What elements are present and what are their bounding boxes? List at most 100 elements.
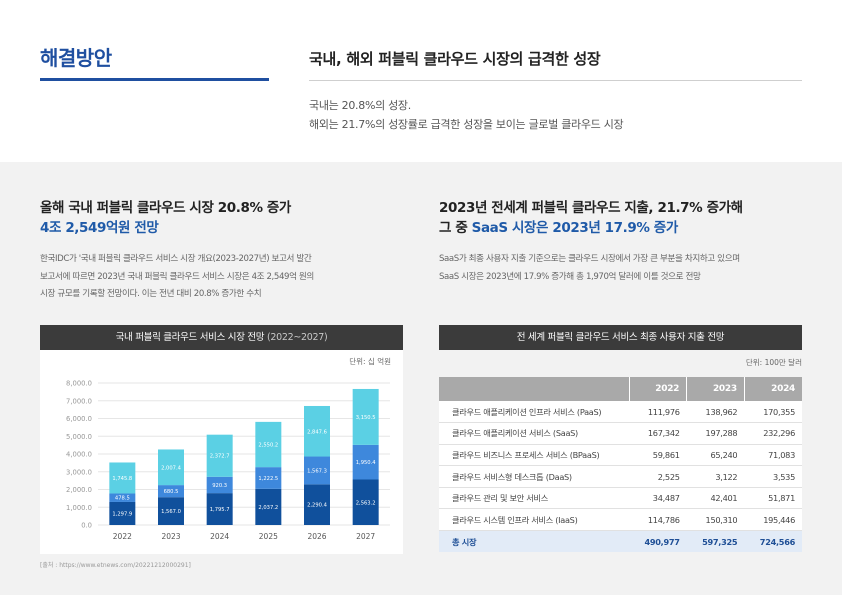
y-tick-label: 7,000.0 (66, 397, 92, 405)
bar-segment (352, 388, 379, 445)
left-title: 올해 국내 퍼블릭 클라우드 시장 20.8% 증가 4조 2,549억원 전망 (40, 198, 291, 238)
market-bar-chart: 0.0 1,000.0 2,000.0 3,000.0 4,000.0 5,000.0 6,… (66, 380, 390, 541)
table-cell: 150,310 (686, 508, 745, 532)
table-cell: 34,487 (629, 487, 687, 510)
bar-segment (206, 434, 233, 477)
headline-divider (309, 80, 802, 81)
data-label: 1,795.7 (210, 507, 230, 513)
table-cell: 클라우드 비즈니스 프로세스 서비스 (BPaaS) (439, 444, 629, 467)
bar-segment (255, 488, 282, 525)
chart-unit: 단위: 십 억원 (349, 357, 391, 366)
table-cell: 2,525 (629, 465, 687, 488)
x-tick-label: 2027 (356, 532, 375, 541)
y-tick-label: 0.0 (81, 522, 92, 530)
right-title-line-1: 2023년 전세계 퍼블릭 클라우드 지출, 21.7% 증가해 (439, 200, 743, 216)
table-col-header (439, 377, 629, 401)
y-tick-label: 8,000.0 (66, 380, 92, 388)
page-headline: 국내, 해외 퍼블릭 클라우드 시장의 급격한 성장 (309, 50, 601, 68)
table-cell: 3,535 (744, 465, 802, 488)
chart-header: 국내 퍼블릭 클라우드 서비스 시장 전망 (2022~2027) (40, 325, 403, 350)
top-section: 해결방안 국내, 해외 퍼블릭 클라우드 시장의 급격한 성장 국내는 20.8… (0, 0, 842, 162)
table-cell: 클라우드 관리 및 보안 서비스 (439, 487, 629, 510)
table-cell: 195,446 (744, 508, 802, 532)
bar-segment (158, 485, 184, 498)
right-title: 2023년 전세계 퍼블릭 클라우드 지출, 21.7% 증가해 그 중 Saa… (439, 198, 743, 238)
table-cell: 클라우드 서비스형 데스크톱 (DaaS) (439, 465, 629, 488)
chart-panel: 단위: 십 억원 0.0 1,000.0 2,000.0 3,000.0 4,000.0… (40, 350, 403, 554)
table-total-row: 총 시장 490,977 597,325 724,566 (439, 530, 802, 553)
bar-segment (255, 421, 282, 468)
bar-segment (255, 467, 282, 489)
data-label: 1,745.8 (112, 476, 132, 482)
bar-segment (109, 493, 136, 502)
y-tick-label: 3,000.0 (66, 468, 92, 476)
data-label: 2,550.2 (258, 443, 278, 449)
bar-segment (109, 501, 136, 525)
table-cell: 138,962 (686, 401, 745, 424)
table-row: 클라우드 서비스형 데스크톱 (DaaS) 2,525 3,122 3,535 (439, 465, 802, 488)
bar-segment (304, 484, 330, 525)
table-row: 클라우드 애플리케이션 인프라 서비스 (PaaS) 111,976 138,9… (439, 401, 802, 424)
table-cell: 490,977 (629, 530, 687, 553)
bar-segment (206, 493, 233, 525)
table-header-bar: 전 세계 퍼블릭 클라우드 서비스 최종 사용자 지출 전망 (439, 325, 802, 350)
data-label: 3,150.5 (356, 415, 376, 421)
table-cell: 111,976 (629, 401, 687, 424)
right-desc-line-1: SaaS가 최종 사용자 지출 기준으로는 클라우드 시장에서 가장 큰 부분을… (439, 254, 740, 264)
x-tick-label: 2022 (113, 532, 132, 541)
data-label: 2,037.2 (258, 505, 278, 511)
table-header-title: 전 세계 퍼블릭 클라우드 서비스 최종 사용자 지출 전망 (516, 332, 725, 343)
table-cell: 170,355 (744, 401, 802, 424)
data-label: 2,290.4 (307, 503, 327, 509)
left-description: 한국IDC가 '국내 퍼블릭 클라우드 서비스 시장 개요(2023-2027년… (40, 251, 314, 304)
data-label: 2,007.4 (161, 465, 181, 471)
table-cell: 232,296 (744, 422, 802, 445)
left-desc-line-3: 시장 규모를 기록할 전망이다. 이는 전년 대비 20.8% 증가한 수치 (40, 289, 262, 299)
x-tick-label: 2025 (259, 532, 278, 541)
data-label: 1,222.5 (258, 476, 278, 482)
data-label: 478.5 (115, 496, 130, 502)
data-label: 1,950.4 (356, 460, 376, 466)
chart-header-range: (2022~2027) (266, 332, 328, 343)
right-description: SaaS가 최종 사용자 지출 기준으로는 클라우드 시장에서 가장 큰 부분을… (439, 251, 740, 286)
table-cell: 59,861 (629, 444, 687, 467)
left-desc-line-1: 한국IDC가 '국내 퍼블릭 클라우드 서비스 시장 개요(2023-2027년… (40, 254, 312, 264)
data-label: 2,847.6 (307, 429, 327, 435)
bar-segment (158, 497, 184, 525)
intro-line-2: 해외는 21.7%의 성장률로 급격한 성장을 보이는 글로벌 클라우드 시장 (309, 118, 624, 131)
x-tick-label: 2023 (161, 532, 180, 541)
y-tick-label: 5,000.0 (66, 433, 92, 441)
y-tick-label: 1,000.0 (66, 504, 92, 512)
table-row: 클라우드 관리 및 보안 서비스 34,487 42,401 51,871 (439, 487, 802, 510)
data-label: 680.5 (164, 489, 179, 495)
table-cell: 클라우드 애플리케이션 서비스 (SaaS) (439, 422, 629, 445)
table-head-row: 2022 2023 2024 (439, 377, 802, 401)
left-desc-line-2: 보고서에 따르면 2023년 국내 퍼블릭 클라우드 서비스 시장은 4조 2,… (40, 271, 314, 282)
table-cell: 51,871 (744, 487, 802, 510)
data-label: 2,563.2 (356, 500, 376, 506)
bar-segment (109, 462, 136, 494)
data-label: 1,567.0 (161, 509, 181, 515)
table-cell: 114,786 (629, 508, 687, 532)
table-cell: 총 시장 (439, 530, 629, 553)
table-col-header: 2023 (686, 377, 745, 401)
right-title-highlight: SaaS 시장은 2023년 17.9% 증가 (471, 220, 679, 236)
bar-segment (206, 476, 233, 494)
right-title-prefix: 그 중 (439, 220, 472, 236)
table-cell: 197,288 (686, 422, 745, 445)
table-row: 클라우드 시스템 인프라 서비스 (IaaS) 114,786 150,310 … (439, 508, 802, 532)
chart-header-title: 국내 퍼블릭 클라우드 서비스 시장 전망 (115, 332, 265, 343)
data-label: 1,297.9 (112, 511, 132, 517)
x-tick-label: 2024 (210, 532, 229, 541)
table-unit: 단위: 100만 달러 (745, 358, 802, 367)
data-label: 920.3 (212, 483, 227, 489)
table-cell: 3,122 (686, 465, 745, 488)
table-cell: 724,566 (744, 530, 802, 553)
bar-segment (352, 479, 379, 525)
table-cell: 65,240 (686, 444, 745, 467)
left-title-line-1: 올해 국내 퍼블릭 클라우드 시장 20.8% 증가 (40, 200, 291, 216)
section-title-underline (40, 78, 269, 81)
table-cell: 71,083 (744, 444, 802, 467)
intro-line-1: 국내는 20.8%의 성장. (309, 99, 411, 112)
y-tick-label: 4,000.0 (66, 451, 92, 459)
